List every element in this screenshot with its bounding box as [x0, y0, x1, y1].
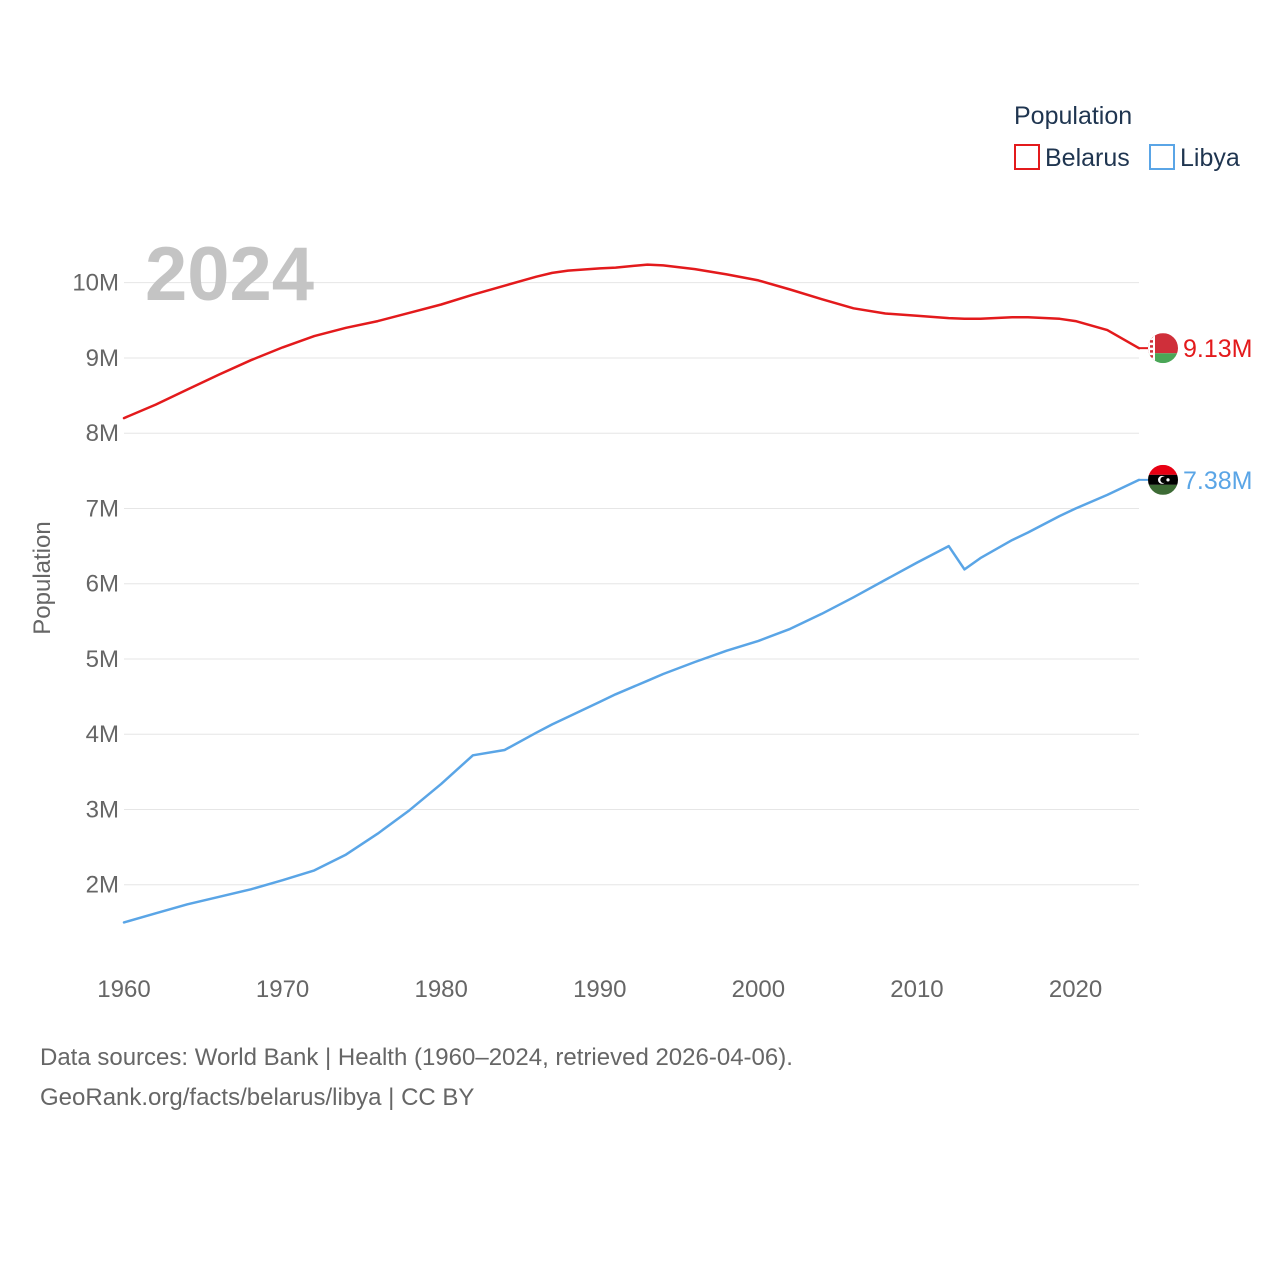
y-tick-label: 5M	[86, 646, 119, 673]
x-tick-label: 1970	[256, 976, 309, 1003]
x-tick-label: 1980	[414, 976, 467, 1003]
y-tick-label: 10M	[72, 270, 119, 297]
series-line-belarus[interactable]	[122, 263, 1141, 420]
end-label-belarus: 9.13M	[1183, 335, 1252, 363]
end-label-libya: 7.38M	[1183, 467, 1252, 495]
x-tick-label: 2020	[1049, 976, 1102, 1003]
legend-swatch-belarus	[1014, 144, 1040, 170]
y-tick-label: 6M	[86, 571, 119, 598]
legend-item-libya[interactable]: Libya	[1149, 144, 1240, 172]
y-tick-label: 3M	[86, 796, 119, 823]
y-tick-label: 4M	[86, 721, 119, 748]
legend-label-libya: Libya	[1180, 144, 1240, 172]
y-tick-label: 2M	[86, 872, 119, 899]
x-tick-label: 1960	[97, 976, 150, 1003]
libya-flag-icon	[1148, 464, 1178, 495]
series-lines	[122, 263, 1141, 924]
x-tick-label: 1990	[573, 976, 626, 1003]
legend-label-belarus: Belarus	[1045, 144, 1130, 172]
y-tick-label: 8M	[86, 420, 119, 447]
series-line-libya[interactable]	[122, 478, 1141, 924]
y-gridlines	[124, 282, 1139, 886]
legend-title: Population	[1014, 102, 1132, 130]
x-axis: 1960 1970 1980 1990 2000 2010 2020	[97, 976, 1102, 1003]
x-tick-label: 2000	[732, 976, 785, 1003]
year-label: 2024	[145, 232, 314, 317]
footer-attribution[interactable]: GeoRank.org/facts/belarus/libya | CC BY	[40, 1084, 475, 1111]
y-tick-label: 7M	[86, 495, 119, 522]
legend-item-belarus[interactable]: Belarus	[1014, 144, 1130, 172]
belarus-flag-icon	[1148, 333, 1178, 364]
series-end-markers: 9.13M 7.38M	[1139, 333, 1252, 495]
y-axis-title: Population	[29, 521, 56, 634]
y-axis: 2M 3M 4M 5M 6M 7M 8M 9M 10M	[72, 270, 119, 899]
x-tick-label: 2010	[890, 976, 943, 1003]
legend-swatch-libya	[1149, 144, 1175, 170]
footer-sources: Data sources: World Bank | Health (1960–…	[40, 1044, 793, 1071]
legend: Population Belarus Libya	[1014, 102, 1240, 172]
y-tick-label: 9M	[86, 345, 119, 372]
